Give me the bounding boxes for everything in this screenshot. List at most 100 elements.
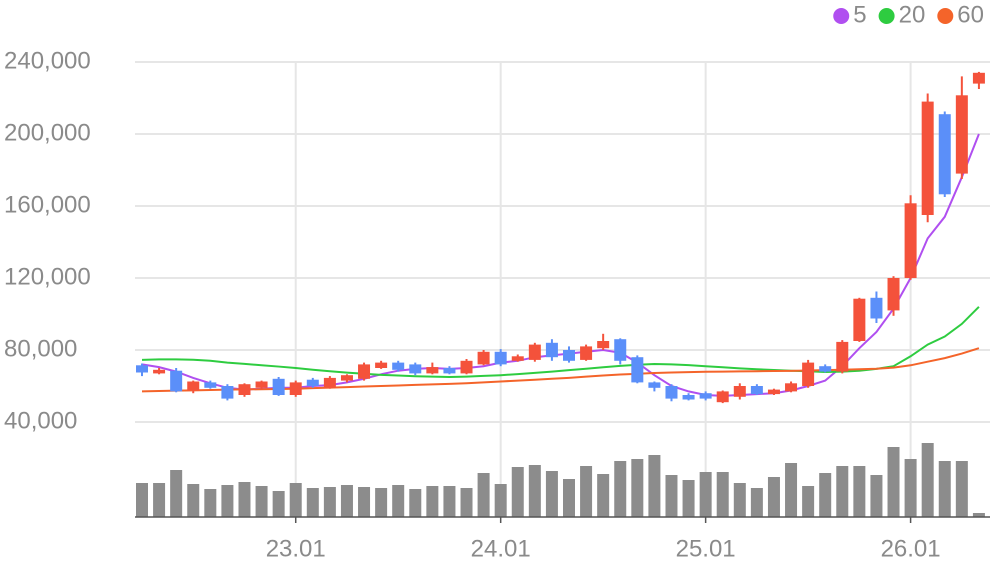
volume-bar <box>836 466 849 517</box>
candle-body <box>289 382 302 395</box>
volume-bar <box>904 459 917 517</box>
legend-label: 5 <box>853 1 866 28</box>
candle-body <box>921 101 934 215</box>
y-tick-label: 240,000 <box>4 47 91 74</box>
volume-bar <box>204 489 217 517</box>
volume-bar <box>921 443 934 517</box>
candle-body <box>392 362 405 370</box>
x-tick-label: 23.01 <box>266 535 326 562</box>
volume-bar <box>767 477 780 517</box>
candle-body <box>340 375 353 381</box>
volume-bar <box>563 479 575 517</box>
volume-bar <box>631 459 644 517</box>
y-tick-label: 200,000 <box>4 119 91 146</box>
volume-bar <box>750 488 763 517</box>
candle-body <box>477 351 490 365</box>
volume-bar <box>870 475 883 517</box>
volume-bar <box>545 471 558 517</box>
candle-body <box>836 341 849 372</box>
volume-bar <box>443 486 456 517</box>
x-tick-label: 24.01 <box>471 535 531 562</box>
candle-body <box>904 203 917 278</box>
legend-label: 60 <box>957 1 984 28</box>
candle-body <box>136 365 148 373</box>
volume-bar <box>648 455 661 517</box>
legend-marker <box>937 8 954 24</box>
candle-body <box>563 350 575 361</box>
candle-body <box>358 364 371 379</box>
candle-body <box>938 114 951 195</box>
candle-body <box>733 386 746 397</box>
candle-body <box>511 356 524 361</box>
candle-body <box>443 368 456 374</box>
volume-bar <box>272 491 285 517</box>
y-tick-label: 160,000 <box>4 191 91 218</box>
candle-body <box>614 339 627 361</box>
volume-bar <box>597 474 610 517</box>
volume-bar <box>716 472 729 517</box>
volume-bar <box>238 482 251 517</box>
candle-body <box>767 389 780 395</box>
candle-body <box>682 395 695 400</box>
candle-body <box>699 393 712 399</box>
volume-bar <box>614 461 627 517</box>
volume-bar <box>460 488 473 517</box>
volume-bar <box>699 472 712 517</box>
volume-bar <box>375 488 388 517</box>
candle-body <box>204 382 217 388</box>
volume-bar <box>972 513 985 517</box>
candle-body <box>460 360 473 374</box>
volume-bar <box>306 488 319 517</box>
candle-body <box>426 367 439 374</box>
y-tick-label: 80,000 <box>4 335 77 362</box>
volume-bar <box>802 486 815 517</box>
x-tick-label: 25.01 <box>676 535 736 562</box>
volume-bar <box>938 461 951 517</box>
volume-bar <box>528 465 541 517</box>
candle-body <box>221 386 234 399</box>
candle-body <box>375 362 388 368</box>
candle-body <box>870 297 883 319</box>
volume-bar <box>580 466 593 517</box>
volume-bar <box>153 483 166 517</box>
candle-body <box>750 386 763 395</box>
candle-body <box>648 382 661 388</box>
volume-bar <box>255 486 268 517</box>
candle-body <box>187 381 200 391</box>
candle-body <box>597 341 610 349</box>
volume-bar <box>955 461 968 517</box>
volume-bar <box>221 485 234 517</box>
volume-bar <box>819 473 832 517</box>
candle-body <box>170 370 183 392</box>
candle-body <box>272 378 285 395</box>
legend: 60 20 5 <box>833 1 984 28</box>
volume-bar <box>340 485 353 517</box>
volume-bar <box>733 483 746 517</box>
candle-body <box>409 364 422 374</box>
candle-body <box>153 369 166 374</box>
volume-bar <box>289 483 302 517</box>
candle-body <box>255 381 268 388</box>
candle-body <box>716 391 729 403</box>
volume-bar <box>426 486 439 517</box>
candle-body <box>494 351 507 365</box>
candle-body <box>955 95 968 174</box>
legend-label: 20 <box>899 1 926 28</box>
volume-bar <box>477 473 490 517</box>
candle-body <box>887 278 900 311</box>
candle-body <box>972 72 985 84</box>
volume-bar <box>853 466 866 517</box>
candle-body <box>323 377 336 388</box>
candle-body <box>306 379 319 386</box>
volume-bar <box>358 487 371 517</box>
ma-line <box>141 306 980 379</box>
candle-body <box>580 346 593 360</box>
volume-bar <box>409 489 422 517</box>
volume-bar <box>392 485 405 517</box>
candle-body <box>802 362 815 386</box>
candle-body <box>238 384 251 395</box>
volume-bar <box>665 475 678 517</box>
candle-body <box>819 366 832 372</box>
